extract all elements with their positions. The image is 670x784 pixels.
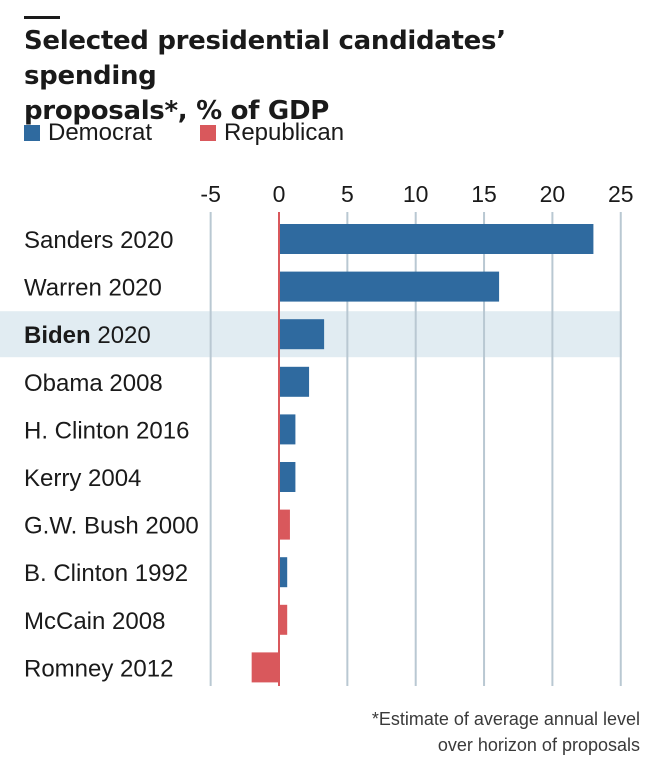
category-year: 2016 — [136, 417, 189, 444]
footnote-line-2: over horizon of proposals — [437, 735, 640, 755]
category-label: McCain 2008 — [24, 608, 165, 635]
category-year: 2008 — [109, 370, 162, 397]
category-year: 1992 — [135, 560, 188, 587]
x-tick-label: 15 — [471, 181, 497, 207]
category-year: 2020 — [97, 322, 150, 349]
bar-sanders — [279, 224, 594, 254]
category-label: B. Clinton 1992 — [24, 560, 188, 587]
bar-obama — [279, 366, 310, 397]
chart-title-line-2: proposals*, % of GDP — [24, 96, 330, 126]
bar-mccain — [279, 604, 288, 635]
x-tick-label: 5 — [341, 181, 354, 207]
bar-biden — [279, 319, 325, 350]
category-label: G.W. Bush 2000 — [24, 513, 199, 540]
footnote: *Estimate of average annual level over h… — [372, 706, 640, 758]
category-year: 2000 — [145, 513, 198, 540]
category-label: Warren 2020 — [24, 275, 162, 302]
category-label: Biden 2020 — [24, 322, 151, 349]
category-name: Biden — [24, 322, 97, 349]
category-name: Romney — [24, 655, 120, 682]
category-name: Warren — [24, 275, 108, 302]
x-tick-label: 0 — [273, 181, 286, 207]
category-year: 2020 — [108, 275, 161, 302]
bar-warren — [279, 271, 500, 302]
chart-title-line-1: Selected presidential candidates’ spendi… — [24, 26, 506, 91]
category-name: Sanders — [24, 227, 120, 254]
category-year: 2004 — [88, 465, 141, 492]
category-year: 2020 — [120, 227, 173, 254]
x-tick-label: 10 — [403, 181, 429, 207]
legend-swatch-democrat — [24, 125, 40, 141]
bar-h-clinton — [279, 414, 296, 445]
category-name: Kerry — [24, 465, 88, 492]
category-name: H. Clinton — [24, 417, 136, 444]
legend-label-democrat: Democrat — [48, 119, 153, 146]
x-tick-label: 25 — [608, 181, 634, 207]
category-name: G.W. Bush — [24, 513, 145, 540]
category-label: Sanders 2020 — [24, 227, 173, 254]
category-name: B. Clinton — [24, 560, 135, 587]
bar-g-w-bush — [279, 509, 290, 540]
legend-label-republican: Republican — [224, 119, 345, 146]
legend-swatch-republican — [200, 125, 216, 141]
chart-title: Selected presidential candidates’ spendi… — [24, 24, 624, 129]
x-tick-label: 20 — [540, 181, 566, 207]
category-label: Obama 2008 — [24, 370, 163, 397]
bar-kerry — [279, 462, 296, 492]
bar-romney — [251, 652, 279, 683]
footnote-line-1: *Estimate of average annual level — [371, 709, 640, 729]
category-label: H. Clinton 2016 — [24, 417, 189, 444]
category-name: Obama — [24, 370, 109, 397]
bar-b-clinton — [279, 557, 288, 588]
category-name: McCain — [24, 608, 112, 635]
header-rule — [24, 16, 60, 19]
category-year: 2008 — [112, 608, 165, 635]
category-label: Romney 2012 — [24, 655, 173, 682]
x-tick-label: -5 — [200, 181, 220, 207]
category-year: 2012 — [120, 655, 173, 682]
category-label: Kerry 2004 — [24, 465, 141, 492]
